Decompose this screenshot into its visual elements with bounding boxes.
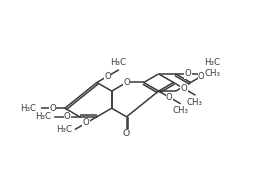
Text: O: O	[185, 69, 192, 78]
Text: H₃C: H₃C	[204, 58, 220, 67]
Text: O: O	[64, 112, 71, 121]
Text: H₃C: H₃C	[36, 112, 52, 121]
Text: H₃C: H₃C	[110, 58, 126, 67]
Text: H₃C: H₃C	[56, 125, 72, 134]
Text: O: O	[104, 72, 111, 81]
Text: O: O	[198, 72, 205, 81]
Text: O: O	[49, 104, 56, 113]
Text: CH₃: CH₃	[172, 106, 188, 115]
Text: O: O	[83, 119, 90, 128]
Text: O: O	[123, 78, 130, 87]
Text: O: O	[166, 93, 173, 102]
Text: CH₃: CH₃	[187, 98, 203, 107]
Text: CH₃: CH₃	[205, 69, 221, 78]
Text: H₃C: H₃C	[21, 104, 37, 113]
Text: O: O	[123, 129, 130, 138]
Text: O: O	[181, 84, 188, 93]
